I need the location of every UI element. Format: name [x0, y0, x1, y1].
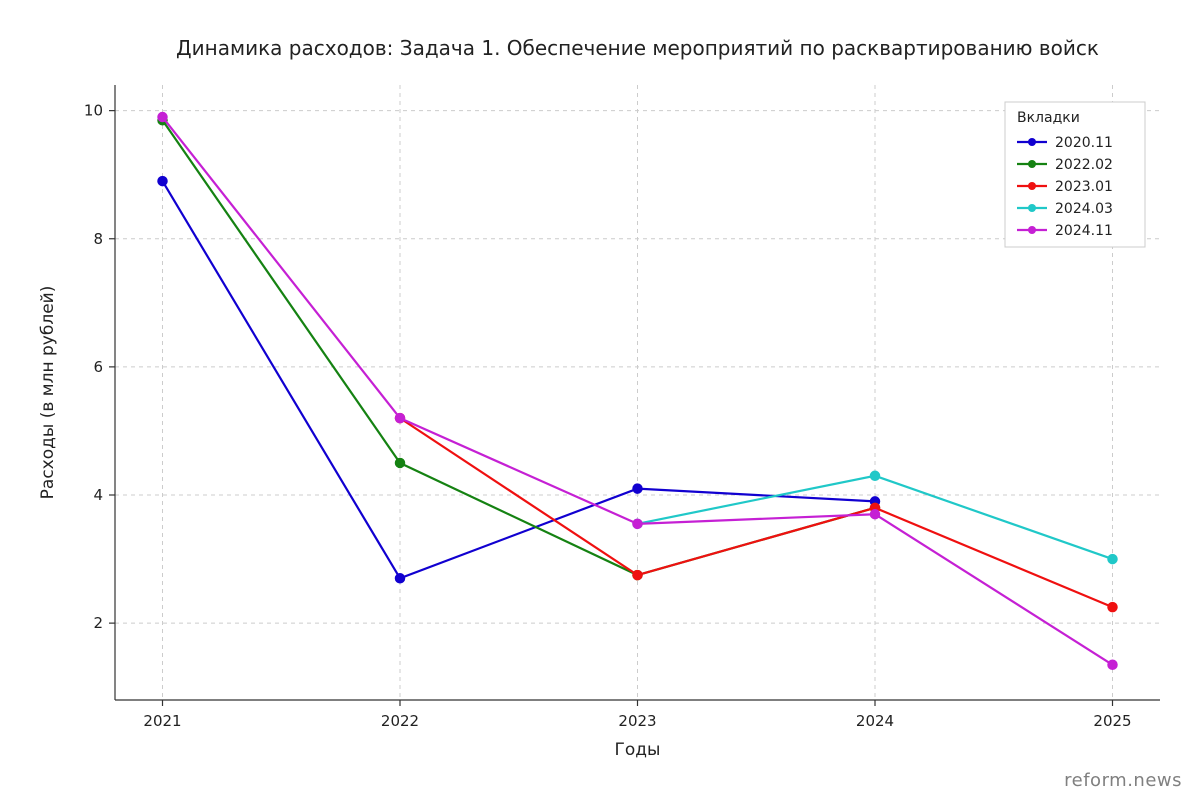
series-marker-2024.11 — [396, 414, 405, 423]
series-marker-2020.11 — [633, 484, 642, 493]
legend-item-label: 2024.03 — [1055, 201, 1113, 217]
series-marker-2024.11 — [871, 510, 880, 519]
chart-container: Динамика расходов: Задача 1. Обеспечение… — [0, 0, 1200, 800]
chart-title: Динамика расходов: Задача 1. Обеспечение… — [176, 36, 1099, 60]
series-marker-2023.01 — [633, 571, 642, 580]
legend-title: Вкладки — [1017, 110, 1080, 126]
x-tick-label: 2021 — [143, 712, 181, 730]
y-tick-label: 10 — [84, 102, 103, 120]
series-marker-2024.11 — [633, 519, 642, 528]
legend-marker-icon — [1028, 226, 1036, 234]
legend-item-label: 2020.11 — [1055, 135, 1113, 151]
legend-item-label: 2023.01 — [1055, 179, 1113, 195]
y-tick-label: 8 — [93, 230, 103, 248]
legend-item-label: 2024.11 — [1055, 223, 1113, 239]
x-tick-label: 2023 — [618, 712, 656, 730]
x-tick-label: 2024 — [856, 712, 894, 730]
x-axis-label: Годы — [615, 740, 661, 760]
legend: Вкладки 2020.11 2022.02 2023.01 2024.03 2024.… — [1005, 102, 1145, 247]
series-marker-2024.03 — [871, 471, 880, 480]
legend-item-label: 2022.02 — [1055, 157, 1113, 173]
y-axis-label: Расходы (в млн рублей) — [38, 286, 58, 500]
legend-marker-icon — [1028, 182, 1036, 190]
series-marker-2024.11 — [158, 113, 167, 122]
legend-marker-icon — [1028, 204, 1036, 212]
series-marker-2020.11 — [396, 574, 405, 583]
series-marker-2024.03 — [1108, 555, 1117, 564]
watermark-text: reform.news — [1064, 770, 1182, 791]
legend-marker-icon — [1028, 160, 1036, 168]
y-tick-label: 2 — [93, 614, 103, 632]
chart-svg: Динамика расходов: Задача 1. Обеспечение… — [0, 0, 1200, 800]
series-marker-2022.02 — [396, 458, 405, 467]
x-tick-label: 2025 — [1093, 712, 1131, 730]
x-tick-label: 2022 — [381, 712, 419, 730]
y-tick-label: 4 — [93, 486, 103, 504]
series-marker-2020.11 — [158, 177, 167, 186]
y-tick-label: 6 — [93, 358, 103, 376]
series-marker-2023.01 — [1108, 603, 1117, 612]
legend-marker-icon — [1028, 138, 1036, 146]
series-marker-2024.11 — [1108, 660, 1117, 669]
